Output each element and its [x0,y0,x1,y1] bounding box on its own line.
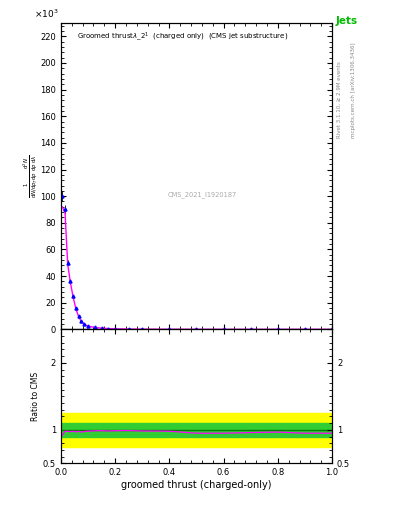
Text: Rivet 3.1.10, ≥ 2.9M events: Rivet 3.1.10, ≥ 2.9M events [336,61,341,138]
Text: CMS_2021_I1920187: CMS_2021_I1920187 [167,191,237,198]
Text: mcplots.cern.ch [arXiv:1306.3436]: mcplots.cern.ch [arXiv:1306.3436] [351,42,356,138]
Y-axis label: Ratio to CMS: Ratio to CMS [31,372,40,421]
Text: Jets: Jets [336,16,358,27]
Text: Groomed thrust$\lambda\_2^1$  (charged only)  (CMS jet substructure): Groomed thrust$\lambda\_2^1$ (charged on… [77,31,288,44]
X-axis label: groomed thrust (charged-only): groomed thrust (charged-only) [121,480,272,490]
Text: $\times10^3$: $\times10^3$ [34,8,58,20]
Y-axis label: $\frac{1}{\mathrm{d}N/\mathrm{d}p_T\mathrm{d}p}\,\frac{\mathrm{d}^2N}{\mathrm{d}: $\frac{1}{\mathrm{d}N/\mathrm{d}p_T\math… [21,155,39,198]
